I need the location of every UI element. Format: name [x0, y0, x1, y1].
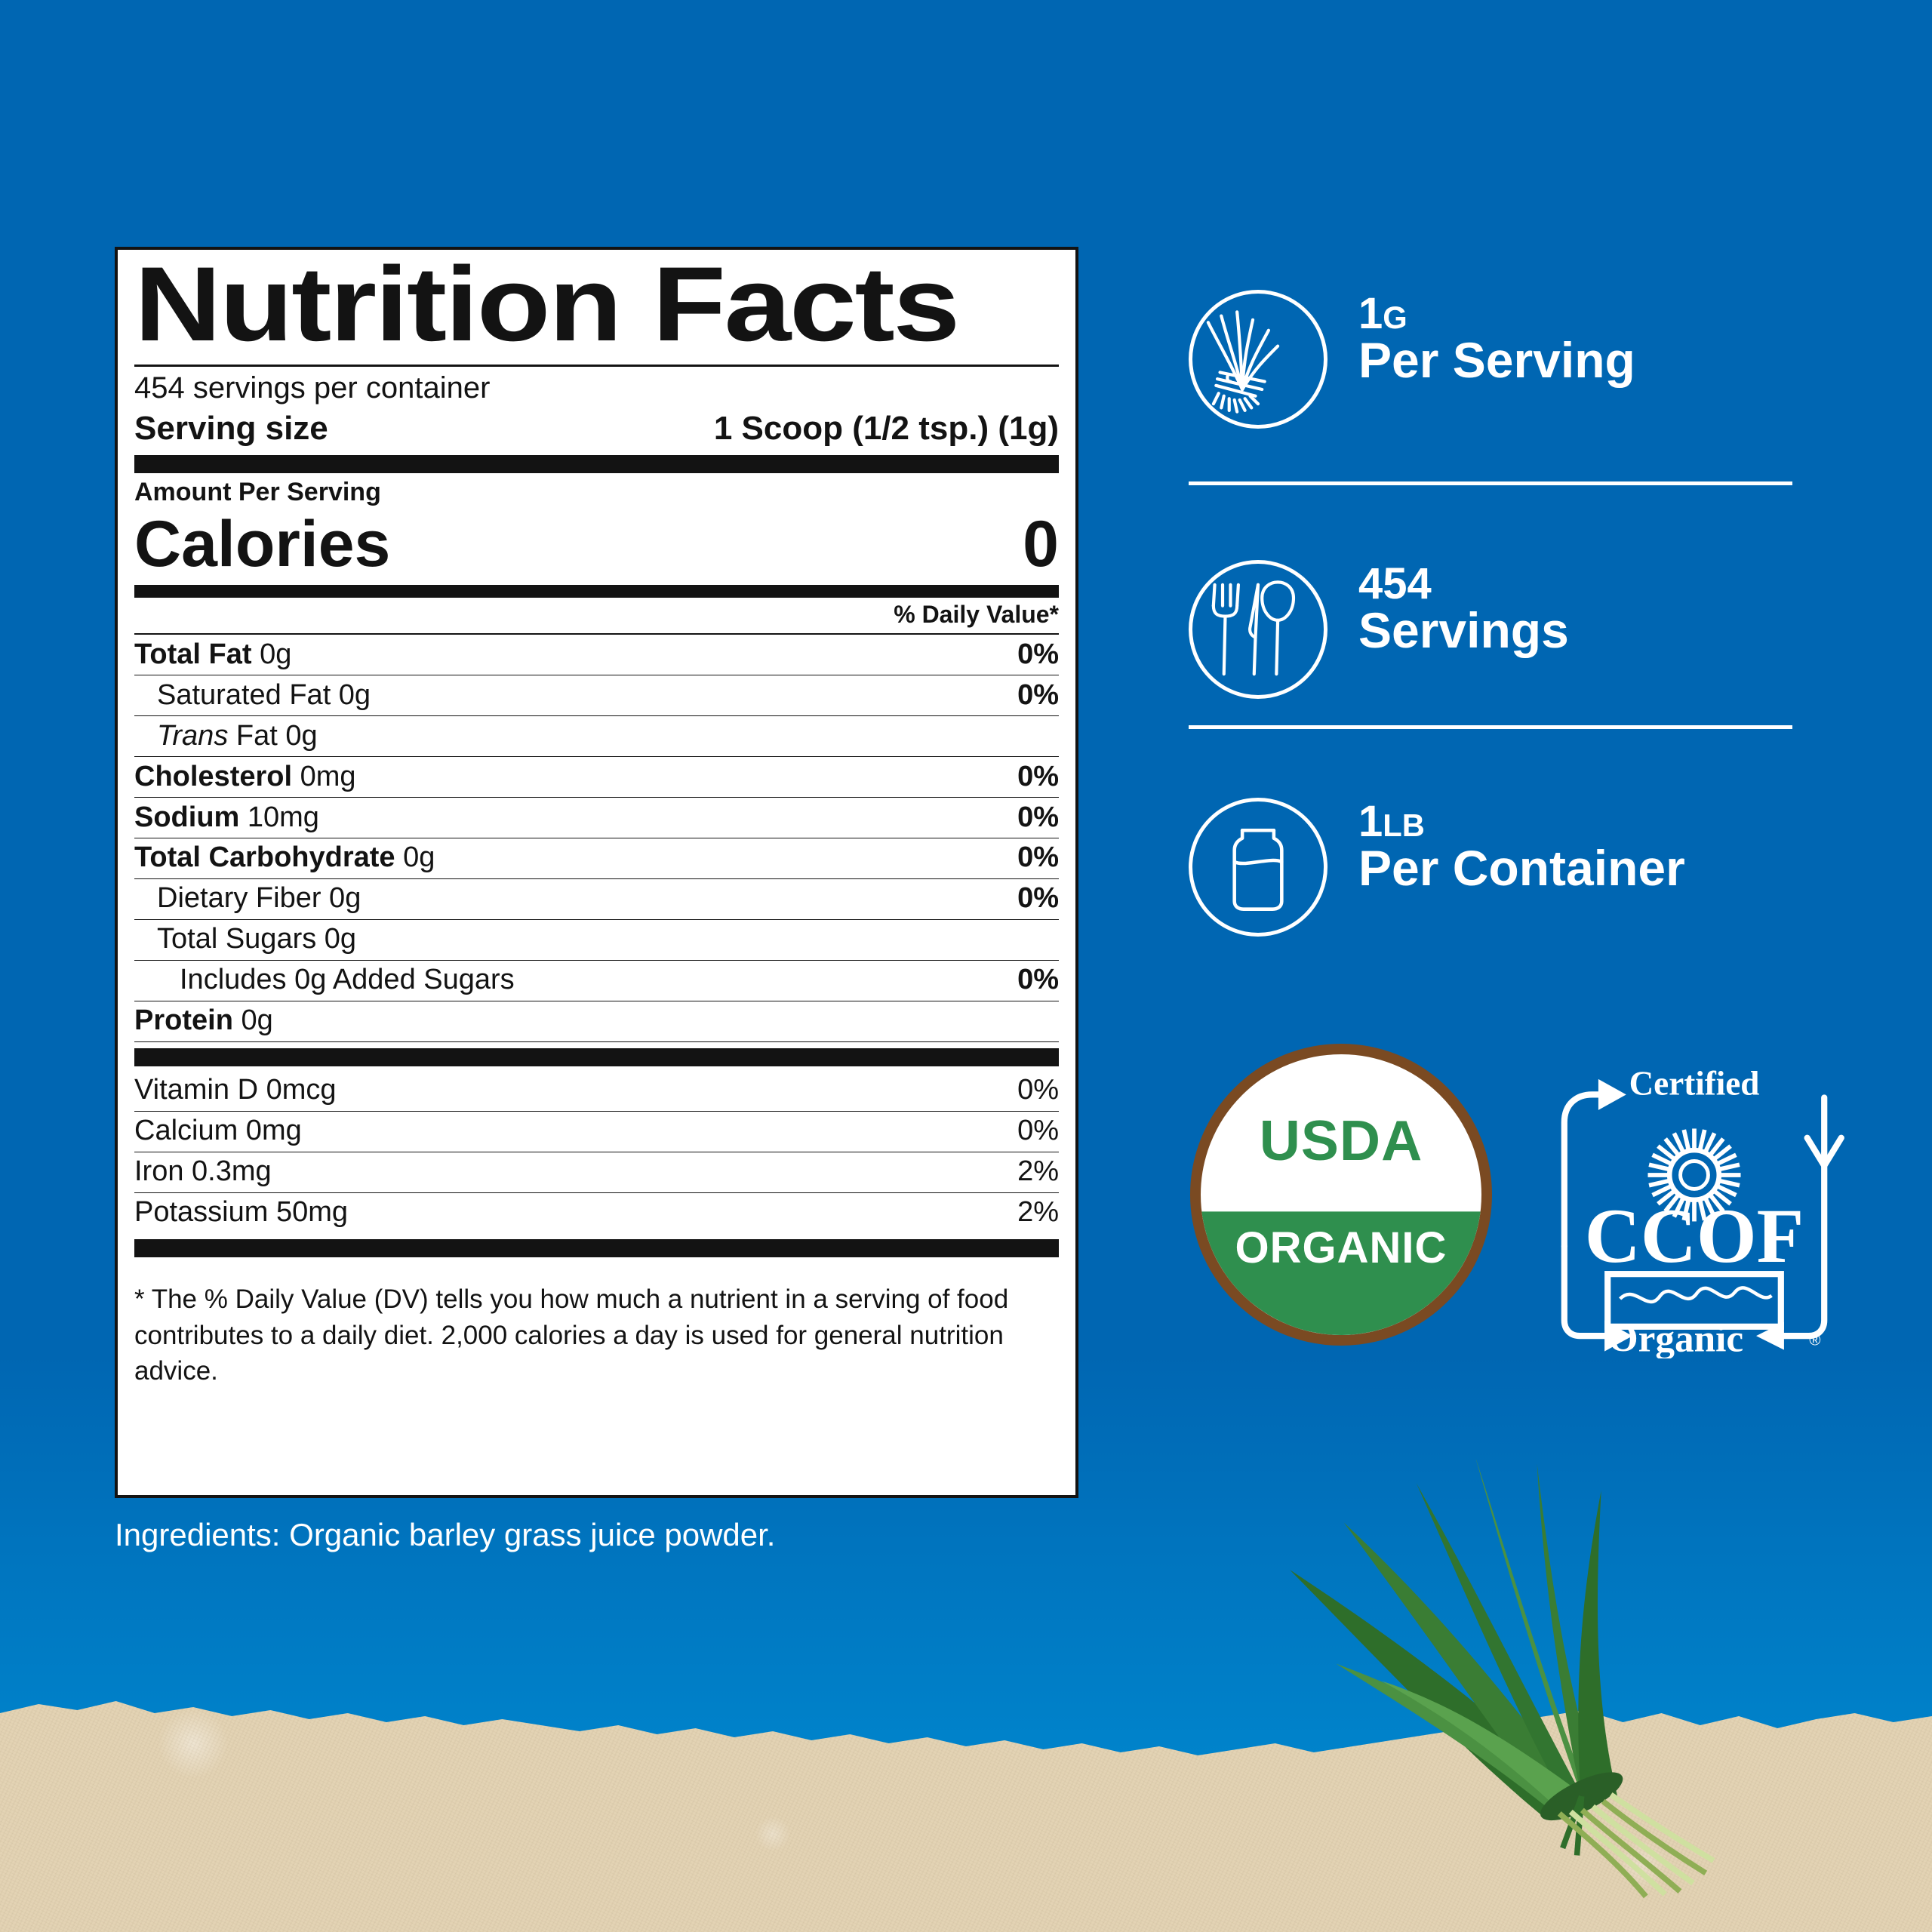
svg-text:®: ® — [1809, 1331, 1820, 1349]
svg-text:CCOF: CCOF — [1585, 1194, 1804, 1279]
svg-text:Organic: Organic — [1608, 1318, 1743, 1358]
svg-text:Certified: Certified — [1629, 1064, 1760, 1102]
